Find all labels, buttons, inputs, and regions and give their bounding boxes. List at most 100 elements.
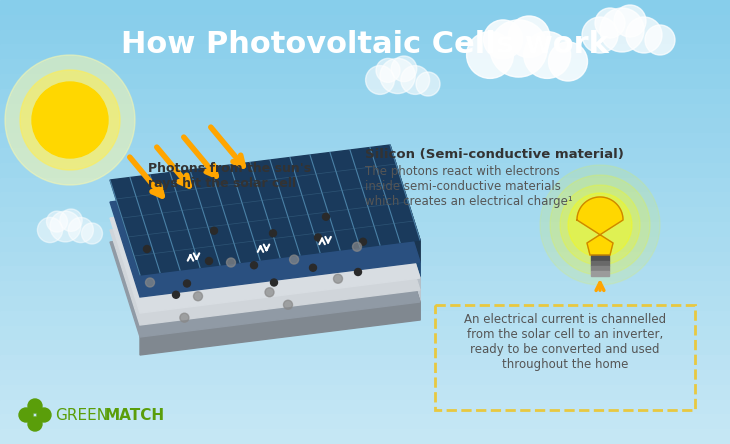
Bar (0, 0, 730, 16)
Circle shape (466, 32, 513, 79)
Bar (0, 237, 730, 253)
Circle shape (226, 258, 236, 267)
Circle shape (568, 193, 632, 257)
Polygon shape (140, 302, 420, 355)
Bar (0, 207, 730, 223)
Bar (0, 59, 730, 75)
Circle shape (540, 165, 660, 285)
Circle shape (47, 211, 67, 232)
Circle shape (490, 20, 548, 77)
Circle shape (290, 255, 299, 264)
Polygon shape (390, 183, 420, 290)
Bar (0, 400, 730, 416)
Circle shape (366, 66, 394, 95)
Bar (0, 15, 730, 31)
Circle shape (28, 399, 42, 413)
Circle shape (334, 274, 342, 283)
Circle shape (28, 417, 42, 431)
Circle shape (32, 82, 108, 158)
Circle shape (60, 209, 82, 231)
Circle shape (548, 42, 588, 81)
Circle shape (391, 56, 417, 82)
Circle shape (401, 66, 429, 95)
Bar (0, 414, 730, 430)
Circle shape (376, 59, 400, 83)
Text: How Photovoltaic Cells work: How Photovoltaic Cells work (121, 30, 609, 59)
Circle shape (380, 59, 415, 94)
Circle shape (250, 262, 258, 269)
Bar (0, 296, 730, 312)
Circle shape (145, 278, 155, 287)
Circle shape (614, 5, 646, 37)
Bar (0, 119, 730, 134)
Text: MATCH: MATCH (105, 408, 165, 423)
Bar (591, 261, 609, 266)
Circle shape (19, 408, 33, 422)
Polygon shape (110, 183, 420, 313)
Circle shape (626, 17, 662, 53)
Bar (591, 266, 609, 271)
Bar (0, 385, 730, 400)
Circle shape (50, 211, 81, 242)
Circle shape (5, 55, 135, 185)
Circle shape (600, 8, 644, 52)
Bar (0, 163, 730, 178)
Circle shape (193, 292, 202, 301)
Bar (591, 271, 609, 276)
Bar (591, 255, 609, 261)
Circle shape (283, 300, 293, 309)
Circle shape (550, 175, 650, 275)
Bar (0, 370, 730, 386)
Text: Silicon (Semi-conductive material): Silicon (Semi-conductive material) (365, 148, 624, 161)
Circle shape (37, 408, 51, 422)
Circle shape (359, 238, 366, 245)
Circle shape (416, 72, 440, 96)
Bar (0, 133, 730, 149)
Bar (0, 355, 730, 371)
Circle shape (183, 280, 191, 287)
Text: GREEN: GREEN (55, 408, 108, 423)
Circle shape (269, 230, 277, 237)
Circle shape (37, 218, 63, 242)
Bar (0, 341, 730, 356)
Bar (0, 192, 730, 208)
Circle shape (310, 264, 317, 271)
Bar (0, 148, 730, 164)
Circle shape (582, 17, 618, 53)
Polygon shape (390, 145, 420, 262)
Text: An electrical current is channelled
from the solar cell to an inverter,
ready to: An electrical current is channelled from… (464, 313, 666, 371)
Circle shape (508, 16, 550, 58)
Bar (0, 74, 730, 90)
Bar (0, 30, 730, 45)
Circle shape (180, 313, 189, 322)
Circle shape (265, 288, 274, 297)
Bar (0, 103, 730, 119)
Polygon shape (140, 262, 420, 313)
Bar (0, 222, 730, 238)
Circle shape (172, 291, 180, 298)
Circle shape (560, 185, 640, 265)
Bar (0, 266, 730, 282)
Bar (0, 281, 730, 297)
Polygon shape (110, 195, 420, 325)
Polygon shape (140, 290, 420, 337)
Polygon shape (390, 195, 420, 302)
Bar (0, 89, 730, 105)
Polygon shape (390, 167, 420, 278)
Circle shape (210, 227, 218, 234)
Polygon shape (110, 145, 420, 275)
Bar (0, 178, 730, 194)
Text: Photons from the sun's
rays hit the solar cell: Photons from the sun's rays hit the sola… (148, 162, 311, 190)
Circle shape (82, 223, 102, 244)
Circle shape (524, 32, 571, 79)
Circle shape (645, 25, 675, 55)
Bar (0, 311, 730, 327)
Polygon shape (110, 207, 420, 337)
Polygon shape (390, 207, 420, 320)
Circle shape (595, 8, 625, 38)
Bar (0, 325, 730, 341)
Polygon shape (140, 278, 420, 325)
Circle shape (315, 234, 321, 241)
Text: The photons react with electrons
inside semi-conductive materials
which creates : The photons react with electrons inside … (365, 165, 573, 208)
Bar (0, 429, 730, 444)
